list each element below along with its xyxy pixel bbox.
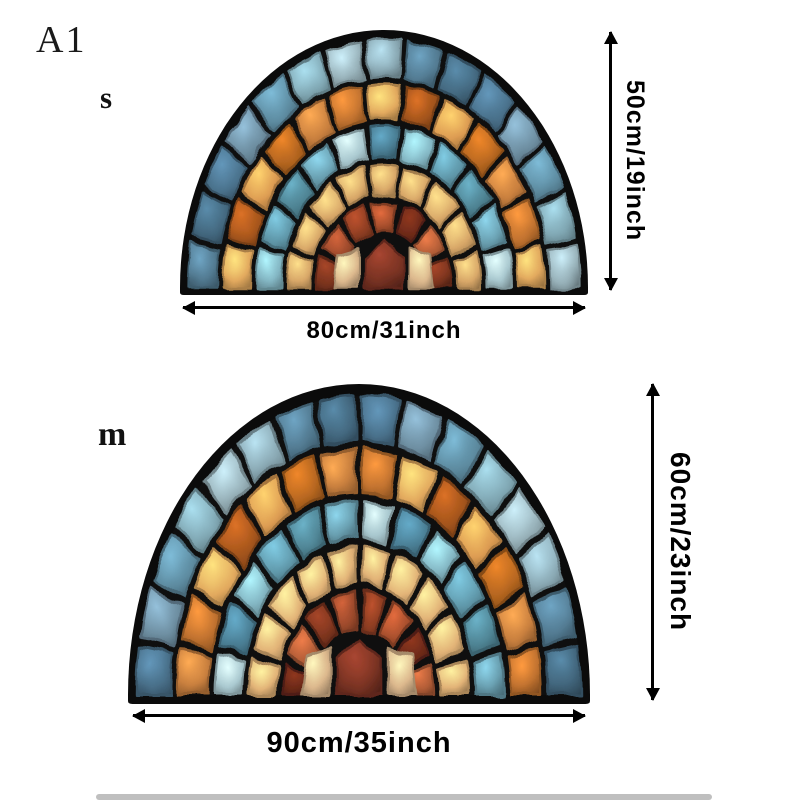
height-label-medium: 60cm/23inch	[665, 452, 696, 632]
width-label-medium: 90cm/35inch	[266, 727, 452, 759]
height-arrow-medium	[651, 384, 654, 700]
width-label-small: 80cm/31inch	[306, 317, 462, 344]
mat-small-image	[180, 30, 588, 295]
height-arrow-small	[609, 32, 612, 290]
bottom-strip	[96, 794, 712, 800]
mat-medium-image	[128, 384, 590, 704]
width-arrow-small	[183, 306, 585, 309]
variant-label: A1	[36, 19, 87, 61]
width-arrow-medium	[133, 714, 585, 717]
height-label-small: 50cm/19inch	[621, 80, 649, 242]
size-label-small: s	[100, 80, 113, 115]
size-label-medium: m	[98, 416, 127, 453]
